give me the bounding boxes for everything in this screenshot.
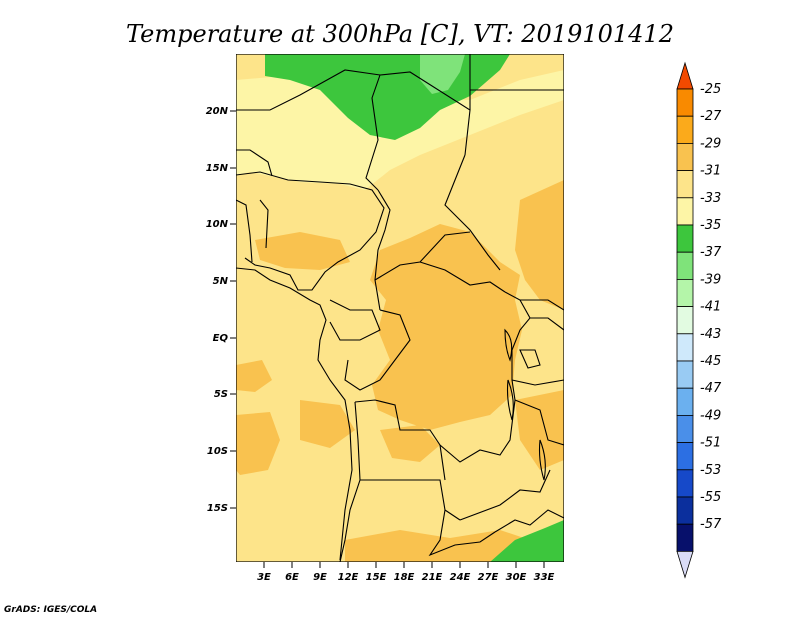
colorbar-swatch <box>676 333 694 362</box>
colorbar-swatch <box>676 142 694 171</box>
temp-region-31-sw <box>236 412 280 475</box>
colorbar-label: -45 <box>700 354 721 369</box>
colorbar-label: -37 <box>700 245 722 260</box>
temp-region-31-angola <box>300 400 355 448</box>
colorbar-label: -49 <box>700 408 721 423</box>
temp-region-31-central <box>370 224 522 430</box>
lon-label: 33E <box>534 572 555 583</box>
lon-ticks <box>263 562 545 568</box>
colorbar-swatch <box>676 224 694 253</box>
lon-label: 30E <box>506 572 527 583</box>
temp-region-31-se <box>515 390 564 470</box>
lon-label: 18E <box>394 572 415 583</box>
temp-region-31-west <box>255 232 350 270</box>
temp-region-37-se <box>490 520 564 562</box>
country-borders <box>236 54 564 562</box>
colorbar-label: -55 <box>700 490 721 505</box>
colorbar-swatch <box>676 306 694 335</box>
colorbar-label: -33 <box>700 191 721 206</box>
lon-label: 21E <box>422 572 443 583</box>
colorbar-swatch <box>676 414 694 443</box>
lat-ticks <box>230 110 236 509</box>
colorbar-swatch <box>676 387 694 416</box>
lon-label: 24E <box>450 572 471 583</box>
lat-label: 10N <box>206 219 229 230</box>
lon-label: 12E <box>338 572 359 583</box>
lat-label: 20N <box>206 106 229 117</box>
colorbar-label: -27 <box>700 109 722 124</box>
temp-region-31-ocean <box>236 360 272 392</box>
colorbar-lower-arrow <box>676 551 694 579</box>
colorbar-label: -31 <box>700 164 721 179</box>
colorbar-label: -43 <box>700 327 721 342</box>
credit-label: GrADS: IGES/COLA <box>4 605 97 615</box>
lat-label: 5S <box>214 389 228 400</box>
colorbar-label: -47 <box>700 381 722 396</box>
colorbar-swatch <box>676 469 694 498</box>
colorbar-label: -39 <box>700 272 721 287</box>
lat-label: 5N <box>213 276 229 287</box>
lon-label: 27E <box>478 572 499 583</box>
colorbar-label: -57 <box>700 517 722 532</box>
colorbar-label: -35 <box>700 218 721 233</box>
lon-label: 15E <box>366 572 387 583</box>
lat-label: 10S <box>207 446 228 457</box>
colorbar-label: -53 <box>700 463 721 478</box>
lon-labels: 3E 6E 9E 12E 15E 18E 21E 24E 27E 30E 33E <box>257 572 554 583</box>
colorbar-swatch <box>676 197 694 226</box>
colorbar-swatch <box>676 170 694 199</box>
lat-labels: 20N 15N 10N 5N EQ 5S 10S 15S <box>206 106 229 514</box>
colorbar-label: -25 <box>700 82 721 97</box>
colorbar-label: -29 <box>700 136 721 151</box>
colorbar-swatch <box>676 278 694 307</box>
lon-label: 6E <box>285 572 299 583</box>
colorbar-swatch <box>676 496 694 525</box>
map-panel <box>236 54 564 562</box>
colorbar-swatch <box>676 115 694 144</box>
colorbar-label: -51 <box>700 436 721 451</box>
colorbar-swatch <box>676 523 694 552</box>
temp-region-39-core <box>420 54 465 94</box>
temp-region-31-east <box>515 180 564 310</box>
colorbar-upper-arrow <box>676 61 694 90</box>
lat-label: 15S <box>207 503 228 514</box>
lat-label: EQ <box>213 333 229 344</box>
temp-region-31-band <box>345 530 530 562</box>
lat-label: 15N <box>206 163 229 174</box>
colorbar-swatch <box>676 360 694 389</box>
colorbar: -25 -27 -29 -31 -33 -35 -37 -39 -41 -43 -45 -47 -49 -… <box>676 61 722 579</box>
lon-label: 3E <box>257 572 271 583</box>
colorbar-swatch <box>676 88 694 117</box>
chart-title: Temperature at 300hPa [C], VT: 201910141… <box>126 20 674 48</box>
lon-label: 9E <box>313 572 327 583</box>
colorbar-swatch <box>676 251 694 280</box>
colorbar-swatch <box>676 442 694 471</box>
temp-region-31-south <box>380 425 440 462</box>
colorbar-label: -41 <box>700 300 721 315</box>
